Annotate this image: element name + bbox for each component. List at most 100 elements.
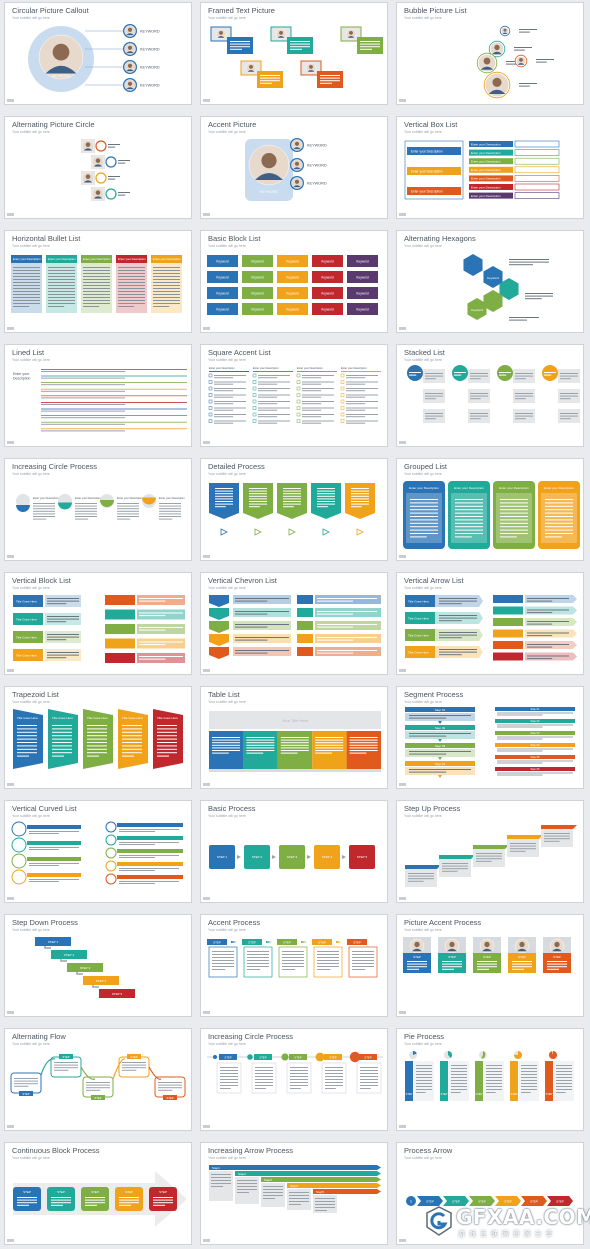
text-line [212,954,234,955]
list-item-bar [469,141,513,147]
slide-thumbnail[interactable]: Vertical Arrow List Your subtitle will go… [396,572,584,675]
person-body-icon [93,196,103,199]
text-line [87,745,107,747]
slide-diagram: Keyword Keyword [457,254,553,321]
text-line [470,375,488,377]
text-line [500,512,528,514]
slide-thumbnail[interactable]: Process Arrow Your subtitle will go here 1… [396,1142,584,1245]
person-body-icon [293,147,301,150]
slide-number-marker [203,1125,210,1128]
text-line [315,752,332,754]
section-block [105,609,135,620]
slide-thumbnail[interactable]: Increasing Circle Process Your subtitle w… [4,458,192,561]
slide-thumbnail[interactable]: Stacked List Your subtitle will go here [396,344,584,447]
slide-thumbnail[interactable]: Picture Accent Process Your subtitle will… [396,914,584,1017]
slide-thumbnail[interactable]: Increasing Circle Process Your subtitle w… [200,1028,388,1131]
text-line [41,371,125,372]
slide-thumbnail[interactable]: Alternating Hexagons Your subtitle will g… [396,230,584,333]
slide-title: Picture Accent Process [404,918,482,927]
slide-thumbnail[interactable]: Increasing Arrow Process Your subtitle wi… [200,1142,388,1245]
slide-thumbnail[interactable]: Bubble Picture List Your subtitle will go… [396,2,584,105]
text-line [212,969,226,970]
slide-thumbnail[interactable]: Accent Process Your subtitle will go here… [200,914,388,1017]
list-item-outline [514,183,560,191]
person-head-icon [261,153,277,169]
text-line [486,1092,496,1093]
text-line [87,735,107,737]
text-line [521,1092,531,1093]
slide-thumbnail[interactable]: Vertical Block List Your subtitle will go… [4,572,192,675]
group-title: Enter your Description [409,486,439,490]
slide-thumbnail[interactable]: Segment Process Your subtitle will go her… [396,686,584,789]
text-line [118,194,126,196]
accent-square [208,399,213,404]
slide-subtitle: Your subtitle will go here [208,928,246,932]
slide-thumbnail[interactable]: Alternating Picture Circle Your subtitle … [4,116,192,219]
slide-thumbnail[interactable]: Vertical Curved List Your subtitle will g… [4,800,192,903]
text-line [346,381,378,383]
text-line [260,77,280,79]
text-line [352,951,374,952]
process-step-box [314,845,340,869]
text-line [153,297,180,298]
text-line [47,621,67,623]
slide-thumbnail[interactable]: Grouped List Your subtitle will go here En… [396,458,584,561]
slide-thumbnail[interactable]: Vertical Chevron List Your subtitle will … [200,572,388,675]
square-accent-heading: Enter your Description [297,366,323,370]
text-line [527,623,553,625]
text-line [560,378,571,380]
text-line [258,396,278,398]
slide-thumbnail[interactable]: Table List Your subtitle will go here Your… [200,686,388,789]
slide-thumbnail[interactable]: Lined List Your subtitle will go here Ente… [4,344,192,447]
progress-fill [100,500,114,507]
slide-thumbnail[interactable]: Basic Process Your subtitle will go here S… [200,800,388,903]
text-line [500,522,528,524]
slide-number-marker [203,327,210,330]
text-line [83,288,110,289]
text-line [521,1077,537,1078]
text-line [500,516,528,517]
accent-square [340,373,345,378]
slide-title: Square Accent List [208,348,271,357]
slide-thumbnail[interactable]: Detailed Process Your subtitle will go he… [200,458,388,561]
text-line [500,526,528,528]
slide-thumbnail[interactable]: Horizontal Bullet List Your subtitle will… [4,230,192,333]
callout-keyword: KEYWORD [140,66,160,70]
text-line [416,1068,432,1069]
slide-thumbnail[interactable]: Circular Picture Callout Your subtitle wi… [4,2,192,105]
slide-thumbnail[interactable]: Basic Block List Your subtitle will go he… [200,230,388,333]
callout-keyword: KEYWORD [140,48,160,52]
slide-thumbnail[interactable]: Square Accent List Your subtitle will go … [200,344,388,447]
text-line [119,881,179,882]
slide-thumbnail[interactable]: Pie Process Your subtitle will go here STE… [396,1028,584,1131]
text-line [416,1086,432,1087]
text-line [349,742,378,744]
text-line [17,725,37,726]
keyword-block-text: Keyword [356,260,369,264]
slide-thumbnail[interactable]: Accent Picture Your subtitle will go here… [200,116,388,219]
text-line [509,264,533,266]
slide-thumbnail[interactable]: Step Up Process Your subtitle will go her… [396,800,584,903]
text-line [29,849,59,850]
person-head-icon [279,31,283,35]
slide-thumbnail[interactable]: Framed Text Picture Your subtitle will go… [200,2,388,105]
colored-rule [41,421,187,423]
text-line [289,1201,309,1202]
slide-thumbnail[interactable]: Step Down Process Your subtitle will go h… [4,914,192,1017]
slide-thumbnail[interactable]: Trapezoid List Your subtitle will go here… [4,686,192,789]
text-line [14,1083,38,1085]
slide-thumbnail[interactable]: Vertical Box List Your subtitle will go h… [396,116,584,219]
text-line [139,658,166,660]
text-line [280,739,309,741]
text-line [486,1086,502,1087]
text-line [547,968,559,970]
text-line [290,48,302,50]
text-line [215,506,226,508]
text-line [500,529,528,531]
step-tag [219,1054,237,1060]
slide-thumbnail[interactable]: Alternating Flow Your subtitle will go he… [4,1028,192,1131]
text-line [159,510,181,512]
slide-thumbnail[interactable]: Continuous Block Process Your subtitle wi… [4,1142,192,1245]
flow-curve [112,1058,126,1080]
text-line [497,714,543,716]
